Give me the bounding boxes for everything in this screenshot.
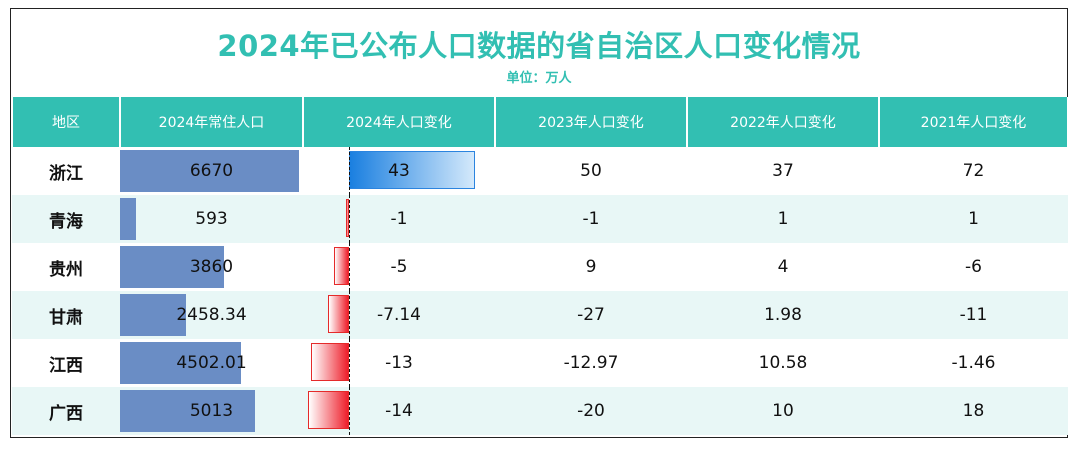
zero-axis bbox=[349, 387, 350, 435]
region-cell: 广西 bbox=[12, 387, 120, 435]
pop-2024-cell: 3860 bbox=[120, 243, 303, 291]
chg-2024-cell: -14 bbox=[303, 387, 495, 435]
pop-value: 2458.34 bbox=[176, 305, 247, 325]
zero-axis bbox=[349, 195, 350, 243]
region-cell: 浙江 bbox=[12, 147, 120, 195]
zero-axis bbox=[349, 243, 350, 291]
pop-bar bbox=[120, 150, 299, 192]
table-row: 广西 5013 -14 -20 10 18 bbox=[12, 387, 1068, 435]
table-row: 贵州 3860 -5 9 4 -6 bbox=[12, 243, 1068, 291]
table-row: 青海 593 -1 -1 1 1 bbox=[12, 195, 1068, 243]
chg-2023-cell: -1 bbox=[495, 195, 687, 243]
chg-2024-value: -14 bbox=[385, 401, 413, 421]
pop-value: 593 bbox=[195, 209, 228, 229]
positive-change-bar bbox=[349, 151, 476, 189]
chg-2021-cell: -6 bbox=[879, 243, 1068, 291]
region-cell: 甘肃 bbox=[12, 291, 120, 339]
pop-value: 4502.01 bbox=[176, 353, 247, 373]
chg-2024-cell: -1 bbox=[303, 195, 495, 243]
pop-value: 3860 bbox=[189, 257, 234, 277]
chg-2021-cell: 1 bbox=[879, 195, 1068, 243]
negative-change-bar bbox=[307, 391, 349, 429]
table-row: 浙江 6670 43 50 37 72 bbox=[12, 147, 1068, 195]
pop-2024-cell: 2458.34 bbox=[120, 291, 303, 339]
chg-2023-cell: 50 bbox=[495, 147, 687, 195]
chg-2021-cell: 72 bbox=[879, 147, 1068, 195]
chg-2022-cell: 10.58 bbox=[687, 339, 879, 387]
chg-2023-cell: -20 bbox=[495, 387, 687, 435]
chg-2022-cell: 10 bbox=[687, 387, 879, 435]
chg-2024-cell: -5 bbox=[303, 243, 495, 291]
chg-2024-cell: -7.14 bbox=[303, 291, 495, 339]
chg-2024-value: -13 bbox=[385, 353, 413, 373]
region-cell: 江西 bbox=[12, 339, 120, 387]
header-chg-2022: 2022年人口变化 bbox=[686, 97, 880, 147]
negative-change-bar bbox=[310, 343, 349, 381]
chg-2024-value: -7.14 bbox=[377, 305, 421, 325]
chart-subtitle: 单位：万人 bbox=[506, 71, 572, 86]
chg-2022-cell: 1.98 bbox=[687, 291, 879, 339]
zero-axis bbox=[349, 339, 350, 387]
table-row: 江西 4502.01 -13 -12.97 10.58 -1.46 bbox=[12, 339, 1068, 387]
population-table: 地区 2024年常住人口 2024年人口变化 2023年人口变化 2022年人口… bbox=[11, 97, 1069, 435]
chg-2024-cell: -13 bbox=[303, 339, 495, 387]
zero-axis bbox=[349, 291, 350, 339]
chg-2021-cell: 18 bbox=[879, 387, 1068, 435]
pop-bar bbox=[120, 342, 241, 384]
pop-bar bbox=[120, 246, 224, 288]
negative-change-bar bbox=[346, 199, 349, 237]
pop-bar bbox=[120, 390, 255, 432]
header-chg-2021: 2021年人口变化 bbox=[878, 97, 1069, 147]
chg-2022-cell: 1 bbox=[687, 195, 879, 243]
negative-change-bar bbox=[334, 247, 349, 285]
region-cell: 青海 bbox=[12, 195, 120, 243]
pop-value: 5013 bbox=[189, 401, 234, 421]
pop-2024-cell: 5013 bbox=[120, 387, 303, 435]
chg-2021-cell: -1.46 bbox=[879, 339, 1068, 387]
pop-value: 6670 bbox=[189, 161, 234, 181]
pop-2024-cell: 6670 bbox=[120, 147, 303, 195]
negative-change-bar bbox=[328, 295, 349, 333]
chg-2024-cell: 43 bbox=[303, 147, 495, 195]
header-chg-2023: 2023年人口变化 bbox=[494, 97, 688, 147]
pop-bar bbox=[120, 198, 136, 240]
chg-2023-cell: -12.97 bbox=[495, 339, 687, 387]
chg-2022-cell: 37 bbox=[687, 147, 879, 195]
zero-axis bbox=[349, 147, 350, 195]
pop-2024-cell: 593 bbox=[120, 195, 303, 243]
chart-frame: 2024年已公布人口数据的省自治区人口变化情况 单位：万人 地区 2024年常住… bbox=[10, 8, 1069, 438]
region-cell: 贵州 bbox=[12, 243, 120, 291]
table-row: 甘肃 2458.34 -7.14 -27 1.98 -11 bbox=[12, 291, 1068, 339]
chg-2023-cell: 9 bbox=[495, 243, 687, 291]
pop-bar bbox=[120, 294, 186, 336]
chg-2024-value: -5 bbox=[390, 257, 408, 277]
chg-2021-cell: -11 bbox=[879, 291, 1068, 339]
chg-2023-cell: -27 bbox=[495, 291, 687, 339]
table-body: 浙江 6670 43 50 37 72 青海 593 -1 -1 1 1 贵州 3860 -5 9 4 -6 甘肃 2… bbox=[12, 147, 1068, 435]
header-region: 地区 bbox=[11, 97, 121, 147]
chg-2024-value: -1 bbox=[390, 209, 408, 229]
header-pop-2024: 2024年常住人口 bbox=[119, 97, 304, 147]
header-chg-2024: 2024年人口变化 bbox=[302, 97, 496, 147]
chart-title: 2024年已公布人口数据的省自治区人口变化情况 bbox=[217, 29, 861, 63]
pop-2024-cell: 4502.01 bbox=[120, 339, 303, 387]
header-row: 地区 2024年常住人口 2024年人口变化 2023年人口变化 2022年人口… bbox=[11, 97, 1069, 147]
chg-2024-value: 43 bbox=[388, 161, 410, 181]
chg-2022-cell: 4 bbox=[687, 243, 879, 291]
